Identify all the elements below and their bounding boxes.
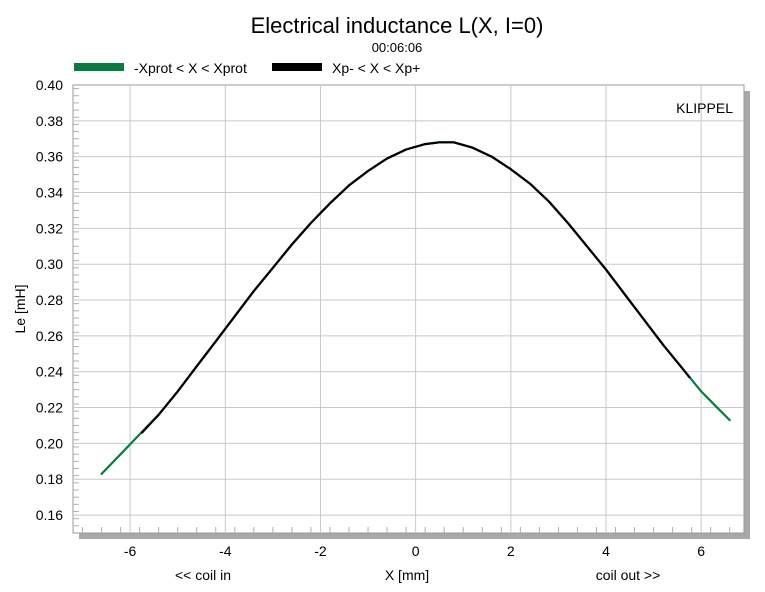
legend-swatch-protected-range <box>74 63 124 71</box>
x-axis-note-coil-in: << coil in <box>175 567 231 583</box>
y-tick-label: 0.26 <box>36 328 63 344</box>
x-axis-note-coil-out: coil out >> <box>596 567 661 583</box>
legend-label-protected-range: -Xprot < X < Xprot <box>134 60 247 76</box>
y-tick-label: 0.22 <box>36 400 63 416</box>
chart-title: Electrical inductance L(X, I=0) <box>251 13 544 38</box>
y-tick-label: 0.18 <box>36 471 63 487</box>
x-tick-label: -6 <box>124 543 137 559</box>
legend-label-working-range: Xp- < X < Xp+ <box>332 60 420 76</box>
legend: -Xprot < X < Xprot Xp- < X < Xp+ <box>74 60 420 76</box>
minor-ticks <box>73 88 731 533</box>
plot-area <box>72 84 745 534</box>
y-axis: 0.16 0.18 0.20 0.22 0.24 0.26 0.28 0.30 0.32 0.34… <box>36 77 63 523</box>
x-tick-label: -2 <box>314 543 327 559</box>
brand-label: KLIPPEL <box>676 100 733 116</box>
x-axis-label: X [mm] <box>385 567 429 583</box>
x-tick-label: 6 <box>697 543 705 559</box>
grid <box>73 85 744 533</box>
x-tick-label: 0 <box>412 543 420 559</box>
series-line-working-range <box>140 141 691 434</box>
x-tick-label: 4 <box>602 543 610 559</box>
y-axis-label: Le [mH] <box>12 284 28 333</box>
x-tick-label: -4 <box>219 543 232 559</box>
y-tick-label: 0.32 <box>36 220 63 236</box>
y-tick-label: 0.16 <box>36 507 63 523</box>
y-tick-label: 0.20 <box>36 435 63 451</box>
y-tick-label: 0.34 <box>36 185 63 201</box>
y-tick-label: 0.36 <box>36 149 63 165</box>
y-tick-label: 0.24 <box>36 364 63 380</box>
chart-timestamp: 00:06:06 <box>372 40 423 55</box>
y-tick-label: 0.38 <box>36 113 63 129</box>
y-tick-label: 0.30 <box>36 256 63 272</box>
x-tick-label: 2 <box>507 543 515 559</box>
x-axis: -6 -4 -2 0 2 4 6 <box>124 543 705 559</box>
series-lines <box>100 141 731 475</box>
y-tick-label: 0.40 <box>36 77 63 93</box>
legend-swatch-working-range <box>272 63 322 71</box>
y-tick-label: 0.28 <box>36 292 63 308</box>
